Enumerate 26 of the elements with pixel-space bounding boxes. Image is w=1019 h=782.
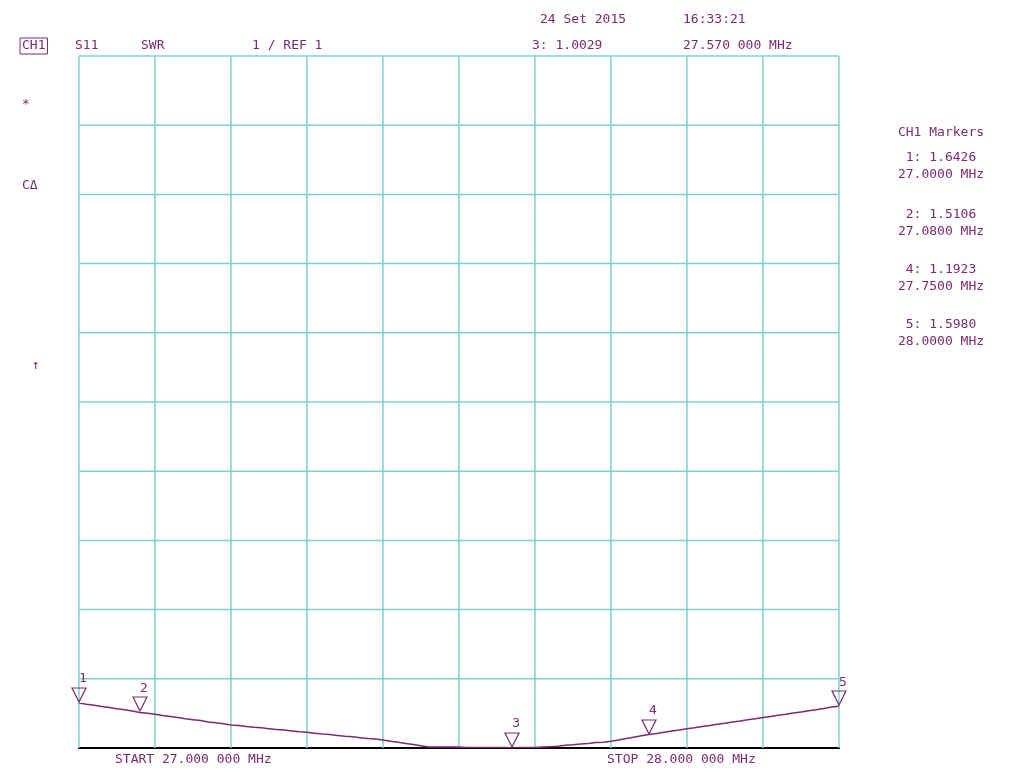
text: 3: 1.0029 [532,37,603,53]
text: 2: 1.5106 [905,206,977,222]
text: 1: 1.6426 [905,149,977,165]
text: 16:33:21 [683,11,746,27]
annotation: 3 [512,715,521,731]
text: S11 [75,37,99,53]
text: 28.0000 MHz [897,333,985,349]
text: CH1 [22,37,46,53]
text: 4: 1.1923 [905,261,977,277]
text: STOP 28.000 000 MHz [607,751,756,767]
text: ↑ [32,357,40,373]
annotation: 4 [649,701,658,717]
text: 27.0800 MHz [897,223,985,239]
annotation: 5 [839,673,847,689]
text: SWR [141,37,165,53]
text: 27.7500 MHz [897,278,985,294]
text: 27.570 000 MHz [683,37,793,53]
annotation: 2 [139,679,148,695]
text: 24 Set 2015 [540,11,627,27]
text: START 27.000 000 MHz [115,751,272,767]
text: 5: 1.5980 [905,316,977,332]
text: CH1 Markers [897,124,985,140]
text: CΔ [22,177,38,193]
text: 1 / REF 1 [252,37,323,53]
text: 27.0000 MHz [897,166,985,182]
text: * [22,96,30,112]
